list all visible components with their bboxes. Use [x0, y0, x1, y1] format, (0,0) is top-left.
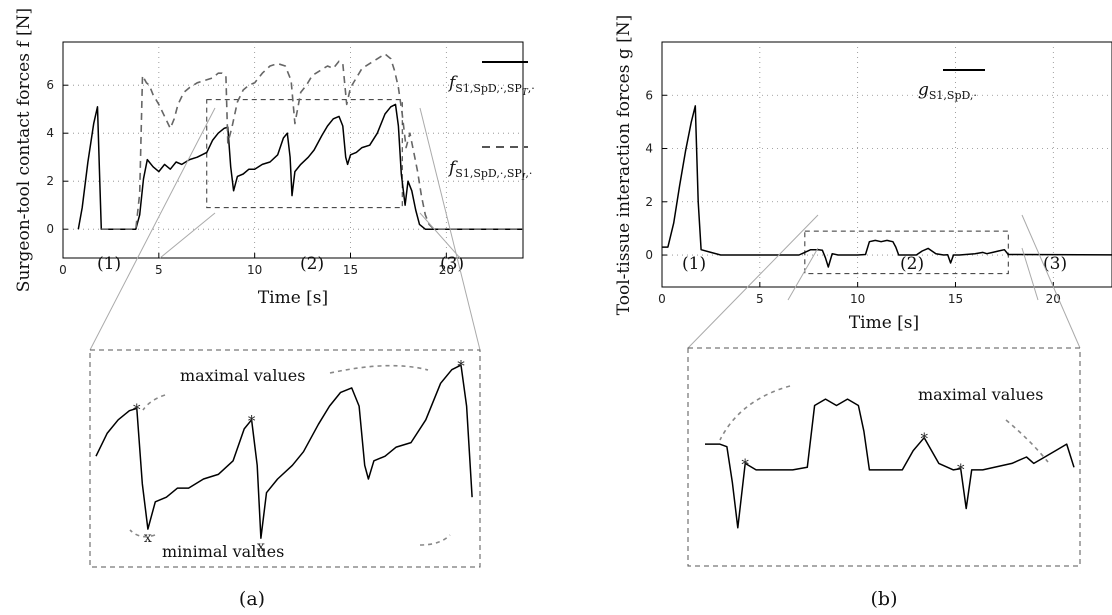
x-tick-label: 5: [756, 292, 764, 306]
arrow-min-left: [129, 529, 156, 538]
y-tick-label: 6: [645, 88, 653, 102]
arrow-b-max-left: [719, 385, 791, 441]
panel-a-axes-frame: [62, 41, 524, 259]
legend-b-entry-1: gS1,SpD,·: [918, 80, 977, 102]
y-tick-label: 4: [645, 142, 653, 156]
max-marker: *: [741, 455, 749, 473]
panel-a-ylabel: Surgeon-tool contact forces f [N]: [14, 8, 34, 292]
panel-b-inset-series: * * *: [705, 398, 1075, 529]
inset-series-line: [95, 364, 473, 539]
zoom-connector-right: [419, 107, 481, 351]
zoom-b-connector-right: [1021, 214, 1081, 349]
panel-a-zoom-region: [206, 99, 403, 209]
panel-a-phase-2: (2): [300, 254, 324, 274]
zoom-region-box: [206, 99, 403, 209]
panel-b-legend: gS1,SpD,·: [918, 69, 985, 102]
panel-a-chart: 0 5 10 15 20 0 2 4 6 (1) (2) (3) Time [s] Surgeo…: [14, 8, 535, 610]
y-tick-label: 6: [46, 78, 54, 92]
panel-a-legend: fS1,SpD,·,SPT,· fS1,SpD,·,SPI,·: [447, 61, 535, 183]
zoom-b-connector-left: [687, 214, 819, 349]
zoom-connector-left: [89, 107, 216, 351]
panel-b-phase-1: (1): [682, 254, 706, 274]
x-tick-label: 15: [948, 292, 963, 306]
series-dashed-line: [101, 53, 523, 230]
panel-b-zoom-inset: [687, 347, 1081, 567]
series-solid-line: [662, 105, 1112, 268]
y-tick-label: 0: [46, 222, 54, 236]
caption-b: (b): [871, 588, 898, 610]
panel-b-axes-frame: [661, 41, 1112, 288]
x-tick-label: 0: [59, 263, 67, 277]
min-marker: x: [144, 530, 152, 546]
panel-a-phase-3: (3): [440, 254, 464, 274]
panel-b-phase-2: (2): [900, 254, 924, 274]
panel-a-zoom-inset: [89, 349, 481, 568]
max-marker: *: [457, 357, 465, 375]
y-tick-label: 4: [46, 126, 54, 140]
panel-b-series: [662, 105, 1112, 268]
y-tick-label: 2: [46, 174, 54, 188]
panel-a-ticks: 0 5 10 15 20 0 2 4 6: [46, 78, 454, 277]
x-tick-label: 15: [343, 263, 358, 277]
series-solid-line: [77, 103, 523, 230]
annotation-b-maximal-values: maximal values: [918, 385, 1043, 404]
panel-b-xlabel: Time [s]: [849, 313, 919, 333]
panel-a-inset-series: * x * x *: [95, 357, 473, 555]
max-marker: *: [133, 400, 141, 418]
caption-a: (a): [239, 588, 265, 610]
x-tick-label: 10: [850, 292, 865, 306]
panel-b-ylabel: Tool-tissue interaction forces g [N]: [614, 15, 634, 316]
panel-a-xlabel: Time [s]: [258, 288, 328, 308]
panel-a-phase-1: (1): [97, 254, 121, 274]
legend-entry-2: fS1,SpD,·,SPI,·: [447, 158, 532, 183]
panel-b-grid: [662, 42, 1112, 287]
max-marker: *: [957, 461, 965, 479]
annotation-maximal-values: maximal values: [180, 366, 305, 385]
max-marker: *: [248, 412, 256, 430]
min-marker: x: [257, 539, 265, 555]
arrow-min-right: [419, 534, 451, 546]
y-tick-label: 2: [645, 195, 653, 209]
arrow-max-right: [329, 364, 429, 374]
zoom-b-connector-lower-left: [787, 247, 819, 301]
zoom-connector-lower-left: [159, 212, 216, 259]
panel-a-series: [77, 53, 523, 230]
inset-series-line: [705, 398, 1075, 529]
x-tick-label: 5: [155, 263, 163, 277]
annotation-minimal-values: minimal values: [162, 542, 284, 561]
x-tick-label: 20: [439, 263, 454, 277]
zoom-b-connector-lower-right: [1021, 247, 1039, 301]
max-marker: *: [920, 430, 928, 448]
legend-entry-1: fS1,SpD,·,SPT,·: [447, 73, 535, 98]
arrow-max-left: [142, 394, 166, 411]
y-tick-label: 0: [645, 248, 653, 262]
x-tick-label: 10: [247, 263, 262, 277]
zoom-connector-lower-right: [419, 212, 461, 259]
x-tick-label: 0: [658, 292, 666, 306]
panel-b-phase-3: (3): [1043, 254, 1067, 274]
